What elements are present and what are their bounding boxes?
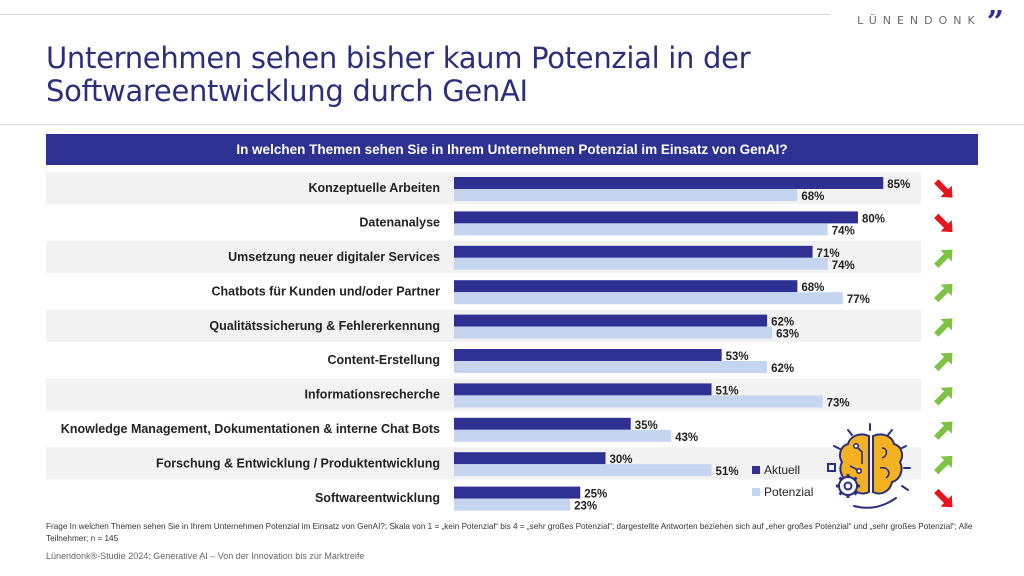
trend-up-arrow-icon [934, 249, 953, 268]
bar-potenzial [454, 464, 712, 477]
value-label-potenzial: 43% [675, 432, 698, 444]
bar-aktuell [454, 349, 722, 361]
trend-down-arrow-icon [934, 213, 953, 233]
trend-up-arrow-icon [934, 421, 953, 440]
bar-aktuell [454, 177, 884, 189]
header-divider [0, 14, 830, 15]
category-label: Knowledge Management, Dokumentationen & … [61, 422, 440, 436]
category-label: Umsetzung neuer digitaler Services [228, 250, 440, 264]
bar-potenzial [454, 498, 571, 511]
legend-swatch-aktuell [752, 466, 760, 474]
bar-potenzial [454, 326, 773, 339]
category-label: Informationsrecherche [305, 388, 441, 402]
trend-up-arrow-icon [934, 352, 953, 372]
bar-aktuell [454, 383, 712, 396]
bar-potenzial [454, 395, 823, 408]
category-label: Forschung & Entwicklung / Produktentwick… [156, 456, 440, 470]
footnote: Frage In welchen Themen sehen Sie in Ihr… [46, 522, 973, 543]
source-note: Lünendonk®-Studie 2024: Generative AI – … [46, 551, 365, 561]
value-label-potenzial: 68% [801, 191, 824, 203]
value-label-potenzial: 62% [771, 363, 794, 375]
title-divider [0, 124, 1024, 125]
trend-up-arrow-icon [934, 283, 953, 303]
chart-title: In welchen Themen sehen Sie in Ihrem Unt… [46, 134, 978, 165]
value-label-potenzial: 23% [574, 501, 597, 513]
bar-aktuell [454, 211, 858, 224]
value-label-aktuell: 51% [716, 385, 739, 397]
quote-mark-icon: ” [986, 5, 1004, 40]
value-label-potenzial: 77% [847, 294, 870, 306]
bar-aktuell [454, 245, 813, 258]
legend-swatch-potenzial [752, 488, 760, 496]
value-label-aktuell: 35% [635, 420, 658, 432]
legend-label-aktuell: Aktuell [764, 463, 801, 477]
value-label-potenzial: 63% [776, 329, 799, 341]
bar-potenzial [454, 257, 828, 270]
value-label-aktuell: 62% [771, 317, 794, 329]
category-label: Konzeptuelle Arbeiten [309, 181, 441, 195]
category-label: Softwareentwicklung [315, 491, 440, 505]
brain-gear-icon [827, 423, 911, 509]
value-label-aktuell: 80% [862, 213, 885, 225]
category-label: Content-Erstellung [328, 353, 441, 367]
bar-aktuell [454, 280, 798, 293]
bar-potenzial [454, 292, 843, 305]
trend-down-arrow-icon [934, 488, 953, 508]
brand-logo: LÜNENDONK ” [857, 5, 1004, 40]
bar-potenzial [454, 429, 672, 442]
page-title: Unternehmen sehen bisher kaum Potenzial … [46, 41, 751, 108]
gear-icon [836, 474, 860, 498]
value-label-aktuell: 85% [887, 179, 910, 191]
value-label-aktuell: 30% [610, 454, 633, 466]
bar-potenzial [454, 223, 828, 236]
chart-title-text: In welchen Themen sehen Sie in Ihrem Unt… [236, 142, 788, 157]
value-label-aktuell: 71% [817, 248, 840, 260]
bar-aktuell [454, 452, 606, 465]
trend-up-arrow-icon [934, 387, 953, 406]
category-label: Chatbots für Kunden und/oder Partner [212, 284, 441, 298]
category-label: Qualitätssicherung & Fehlererkennung [209, 319, 440, 333]
value-label-aktuell: 53% [726, 351, 749, 363]
legend-label-potenzial: Potenzial [764, 485, 814, 499]
value-label-potenzial: 51% [716, 466, 739, 478]
bar-aktuell [454, 314, 768, 327]
value-label-aktuell: 68% [801, 282, 824, 294]
category-label: Datenanalyse [359, 216, 440, 230]
value-label-potenzial: 74% [832, 260, 855, 272]
trend-up-arrow-icon [934, 455, 953, 475]
brand-name: LÜNENDONK [857, 13, 981, 27]
trend-down-arrow-icon [934, 179, 953, 198]
bar-potenzial [454, 189, 798, 201]
legend-item-aktuell: Aktuell [752, 459, 813, 481]
legend-item-potenzial: Potenzial [752, 481, 813, 503]
bar-aktuell [454, 486, 581, 499]
value-label-potenzial: 74% [832, 225, 855, 237]
value-label-aktuell: 25% [584, 489, 607, 501]
trend-up-arrow-icon [934, 318, 953, 337]
value-label-potenzial: 73% [827, 397, 850, 409]
bar-potenzial [454, 361, 768, 373]
chart-legend: Aktuell Potenzial [752, 459, 813, 503]
bar-aktuell [454, 417, 631, 430]
